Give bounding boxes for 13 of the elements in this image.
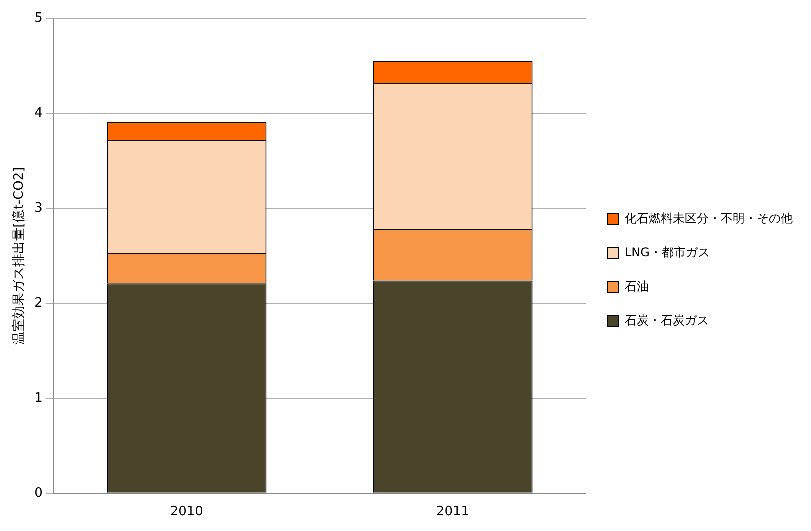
y-tick-label: 3 bbox=[34, 201, 43, 216]
y-tick-label: 5 bbox=[34, 11, 43, 26]
x-tick-label: 2011 bbox=[436, 504, 470, 520]
x-tick-label: 2010 bbox=[170, 504, 204, 520]
y-tick-label: 1 bbox=[34, 390, 43, 406]
legend-label: LNG・都市ガス bbox=[625, 246, 710, 260]
y-tick-label: 4 bbox=[34, 106, 43, 122]
y-tick-label: 0 bbox=[34, 486, 43, 501]
y-axis-title: 温室効果ガス排出量[億t-CO2] bbox=[11, 167, 28, 345]
legend-label: 化石燃料未区分・不明・その他 bbox=[625, 212, 793, 226]
legend-label: 石油 bbox=[625, 280, 649, 294]
legend-label: 石炭・石炭ガス bbox=[625, 314, 709, 328]
y-tick-label: 2 bbox=[34, 296, 43, 311]
